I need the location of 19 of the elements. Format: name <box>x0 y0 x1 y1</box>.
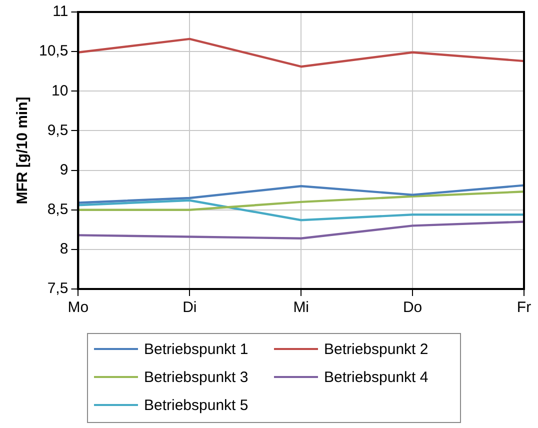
y-tick-label: 9 <box>60 161 68 178</box>
legend-label: Betriebspunkt 1 <box>144 340 248 358</box>
x-tick-label: Fr <box>516 299 532 316</box>
legend-label: Betriebspunkt 2 <box>324 340 428 358</box>
legend-label: Betriebspunkt 3 <box>144 368 248 386</box>
x-tick-label: Do <box>402 299 422 316</box>
legend-label: Betriebspunkt 4 <box>324 368 428 386</box>
y-axis-title: MFR [g/10 min] <box>14 96 32 204</box>
y-tick-label: 10,5 <box>38 42 68 60</box>
x-tick-label: Mo <box>68 299 89 316</box>
y-tick-label: 9,5 <box>47 122 68 139</box>
y-tick-label: 11 <box>52 3 68 20</box>
y-tick-label: 8,5 <box>47 201 68 218</box>
legend-label: Betriebspunkt 5 <box>144 396 248 414</box>
y-tick-label: 10 <box>52 82 68 100</box>
x-tick-label: Mi <box>293 299 310 316</box>
y-tick-label: 8 <box>60 240 68 258</box>
x-tick-label: Di <box>182 299 197 316</box>
y-tick-label: 7,5 <box>47 280 68 298</box>
